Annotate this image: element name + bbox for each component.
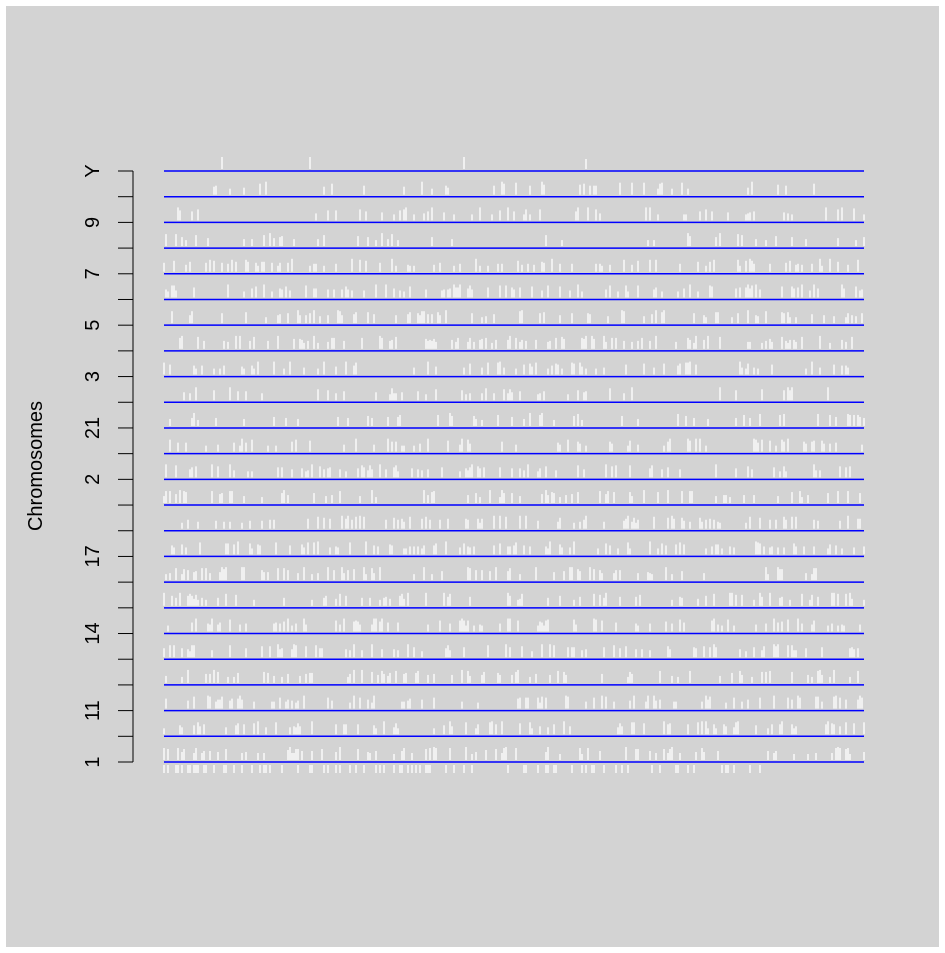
y-tick-label-21: 21 xyxy=(82,417,104,439)
y-tick-label-7: 7 xyxy=(82,268,104,279)
y-tick-label-5: 5 xyxy=(82,320,104,331)
y-tick-label-3: 3 xyxy=(82,371,104,382)
y-tick-label-11: 11 xyxy=(82,700,104,721)
y-tick-label-9: 9 xyxy=(82,217,104,228)
y-axis-label: Chromosomes xyxy=(25,401,47,531)
y-tick-label-17: 17 xyxy=(82,545,104,567)
y-tick-label-14: 14 xyxy=(82,622,104,644)
y-tick-label-Y: Y xyxy=(82,164,104,177)
y-tick-label-2: 2 xyxy=(82,474,104,485)
y-tick-label-1: 1 xyxy=(82,756,104,767)
